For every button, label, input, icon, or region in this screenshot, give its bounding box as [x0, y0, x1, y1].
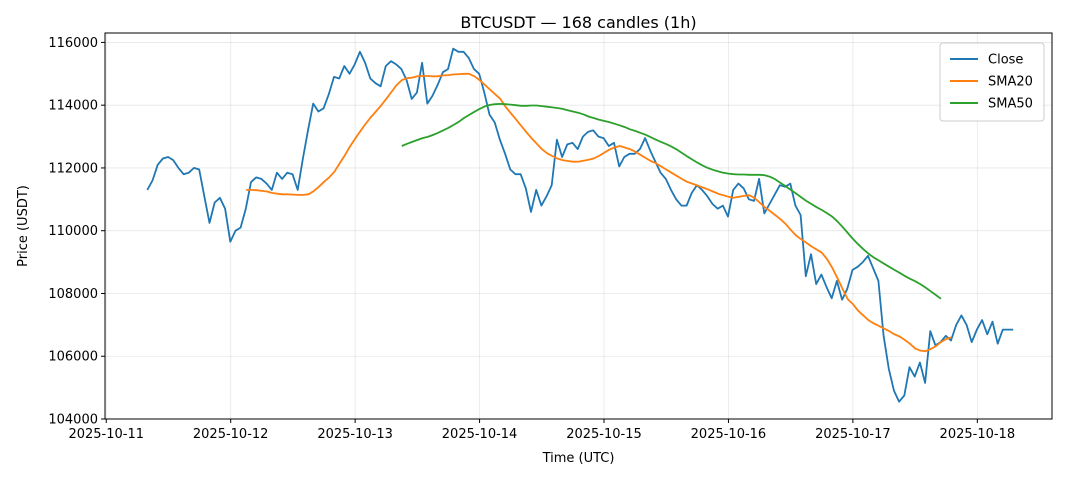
x-axis-label: Time (UTC) [542, 451, 615, 466]
x-tick-label: 2025-10-15 [566, 427, 642, 442]
chart-title: BTCUSDT — 168 candles (1h) [460, 13, 696, 32]
tick-layer: 2025-10-11 2025-10-12 2025-10-13 2025-10-14… [48, 36, 1015, 442]
grid-layer [105, 33, 1052, 420]
series-layer [146, 47, 1014, 403]
y-tick-label: 114000 [48, 99, 98, 114]
y-tick-label: 106000 [48, 350, 98, 365]
legend-sma20-label: SMA20 [988, 75, 1033, 90]
legend-sma50-label: SMA50 [988, 97, 1033, 112]
y-tick-label: 116000 [48, 36, 98, 51]
y-tick-label: 112000 [48, 161, 98, 176]
x-tick-label: 2025-10-17 [815, 427, 891, 442]
y-axis-label: Price (USDT) [16, 185, 31, 267]
close-series-line [146, 47, 1014, 403]
sma20-series-line [246, 72, 952, 353]
x-tick-label: 2025-10-18 [940, 427, 1016, 442]
y-tick-label: 110000 [48, 224, 98, 239]
legend-close-label: Close [988, 53, 1023, 68]
y-tick-label: 108000 [48, 287, 98, 302]
y-tick-label: 104000 [48, 413, 98, 428]
legend-box [939, 42, 1045, 122]
x-tick-label: 2025-10-16 [691, 427, 767, 442]
x-tick-label: 2025-10-12 [193, 427, 269, 442]
legend: Close SMA20 SMA50 [939, 42, 1045, 122]
x-tick-label: 2025-10-13 [317, 427, 393, 442]
plot-frame [104, 32, 1053, 420]
x-tick-label: 2025-10-11 [68, 427, 144, 442]
sma50-series-line [401, 103, 942, 300]
x-tick-label: 2025-10-14 [442, 427, 518, 442]
